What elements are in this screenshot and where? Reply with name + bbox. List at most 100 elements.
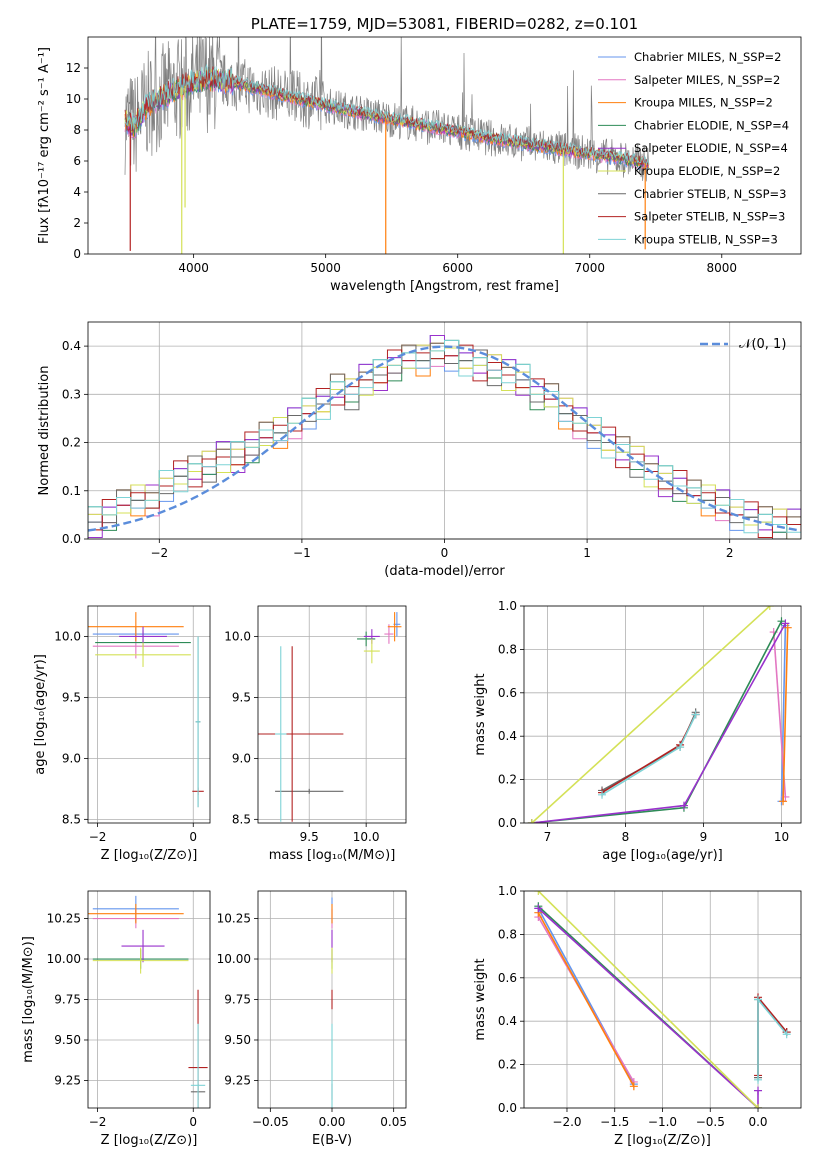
weight-marker — [754, 1086, 763, 1095]
x-tick-label: 8000 — [707, 261, 738, 275]
weight-line-8 — [757, 997, 788, 1080]
y-tick-label: 0.4 — [62, 339, 81, 353]
x-tick-label: 6000 — [442, 261, 473, 275]
x-axis-label: age [log₁₀(age/yr)] — [602, 848, 723, 863]
y-tick-label: 9.50 — [224, 1033, 251, 1047]
y-axis-label: mass weight — [473, 673, 488, 755]
y-tick-label: 4 — [73, 185, 81, 199]
weight-line-4 — [531, 623, 787, 823]
y-axis-label: age [log₁₀(age/yr)] — [33, 654, 48, 775]
axes-frame — [87, 36, 802, 255]
x-tick-label: 5000 — [310, 261, 341, 275]
x-axis-label: mass [log₁₀(M/M⊙)] — [269, 848, 396, 863]
x-tick-label: 0 — [189, 1115, 197, 1129]
weight-marker — [679, 801, 688, 810]
weight-marker — [534, 891, 543, 895]
legend-entry: Kroupa MILES, N_SSP=2 — [634, 96, 773, 110]
x-tick-label: −1.0 — [648, 1115, 677, 1129]
x-tick-label: 8 — [622, 830, 630, 844]
weight-marker — [765, 606, 774, 610]
weight-line-3 — [531, 620, 783, 823]
chart-spectrum: 4000 5000 6000 7000 8000 0 2 4 6 8 10 12 wavelength … — [37, 15, 802, 294]
y-tick-label: 9.0 — [62, 751, 81, 765]
weight-marker — [691, 710, 700, 719]
weight-marker — [629, 1082, 638, 1091]
weight-line-6 — [757, 997, 788, 1078]
axes-frame — [523, 890, 802, 1109]
weight-line-0 — [780, 625, 787, 802]
chart-z_mass: −2 0 9.25 9.50 9.75 10.00 10.25 Z [log₁₀(Z/Z⊙)]… — [21, 890, 211, 1148]
y-tick-label: 0.0 — [498, 1101, 517, 1115]
model-spectrum-3 — [124, 71, 649, 170]
x-tick-label: 0 — [189, 830, 197, 844]
y-tick-label: 10.00 — [217, 952, 251, 966]
y-axis-label: mass [log₁₀(M/M⊙)] — [21, 936, 36, 1063]
y-tick-label: 0.2 — [62, 436, 81, 450]
y-tick-label: 8.5 — [232, 812, 251, 826]
weight-line-5 — [531, 606, 771, 823]
model-spectrum-8 — [124, 63, 649, 166]
chart-ebv_mass: −0.05 0.00 0.05 9.25 9.50 9.75 10.00 10.25 E(B-V… — [217, 890, 407, 1148]
y-tick-label: 0.4 — [498, 729, 517, 743]
x-tick-label: 0 — [441, 546, 449, 560]
y-tick-label: 10.25 — [47, 912, 81, 926]
x-axis-label: Z [log₁₀(Z/Z⊙)] — [101, 1133, 198, 1148]
plot-area — [258, 612, 402, 822]
weight-line-5 — [537, 891, 759, 1108]
y-tick-label: 8 — [73, 123, 81, 137]
y-tick-label: 9.5 — [62, 690, 81, 704]
x-tick-label: −1 — [293, 546, 311, 560]
weight-marker — [754, 995, 763, 1004]
weight-marker — [754, 1075, 763, 1084]
legend-entry: Salpeter STELIB, N_SSP=3 — [634, 210, 785, 224]
y-tick-label: 0.6 — [498, 971, 517, 985]
plot-area — [124, 37, 650, 254]
weight-line-7 — [757, 995, 788, 1076]
chart-weight_age: 7 8 9 10 0.0 0.2 0.4 0.6 0.8 1.0 age [log₁₀(age/yr… — [473, 599, 802, 863]
y-tick-label: 2 — [73, 216, 81, 230]
weight-line-6 — [601, 711, 697, 792]
x-tick-label: 9.5 — [300, 830, 319, 844]
y-tick-label: 0.0 — [498, 816, 517, 830]
weight-marker — [779, 797, 788, 806]
y-tick-label: 9.75 — [224, 993, 251, 1007]
x-tick-label: 2 — [726, 546, 734, 560]
weight-line-4 — [537, 907, 759, 1108]
plot-area — [88, 612, 204, 808]
x-tick-label: −0.5 — [696, 1115, 725, 1129]
x-tick-label: −0.05 — [252, 1115, 289, 1129]
chart-title: PLATE=1759, MJD=53081, FIBERID=0282, z=0… — [251, 15, 638, 33]
x-axis-label: (data-model)/error — [384, 564, 505, 579]
y-tick-label: 0.1 — [62, 484, 81, 498]
x-axis-label: Z [log₁₀(Z/Z⊙)] — [614, 1133, 711, 1148]
legend-entry: Salpeter ELODIE, N_SSP=4 — [634, 141, 788, 155]
plot-area — [88, 335, 801, 539]
x-tick-label: 0.0 — [748, 1115, 767, 1129]
plot-area — [534, 891, 791, 1108]
y-tick-label: 0 — [73, 247, 81, 261]
chart-mass_age: 9.5 10.0 8.5 9.0 9.5 10.0 mass [log₁₀(M/M⊙)] — [224, 605, 407, 863]
y-tick-label: 0.2 — [498, 1058, 517, 1072]
x-tick-label: 0.00 — [319, 1115, 346, 1129]
plot-area — [527, 606, 792, 823]
y-tick-label: 10.00 — [47, 952, 81, 966]
weight-marker — [534, 904, 543, 913]
normal-curve — [88, 345, 799, 532]
legend-entry: Chabrier STELIB, N_SSP=3 — [634, 187, 786, 201]
x-axis-label: wavelength [Angstrom, rest frame] — [330, 279, 559, 294]
x-axis-label: E(B-V) — [312, 1133, 352, 1148]
legend-entry: Kroupa STELIB, N_SSP=3 — [634, 232, 778, 246]
y-tick-label: 10.0 — [54, 629, 81, 643]
y-tick-label: 0.8 — [498, 642, 517, 656]
y-tick-label: 1.0 — [498, 599, 517, 613]
weight-marker — [598, 790, 607, 799]
axes-frame — [257, 605, 407, 824]
x-tick-label: 1 — [583, 546, 591, 560]
weight-marker — [783, 623, 792, 632]
x-tick-label: −2 — [89, 830, 107, 844]
x-tick-label: 9 — [700, 830, 708, 844]
chart-residuals: −2 −1 0 1 2 0.0 0.1 0.2 0.3 0.4 (data-model)/error… — [37, 321, 802, 579]
y-tick-label: 9.5 — [232, 690, 251, 704]
y-tick-label: 0.0 — [62, 532, 81, 546]
y-tick-label: 10.25 — [217, 912, 251, 926]
